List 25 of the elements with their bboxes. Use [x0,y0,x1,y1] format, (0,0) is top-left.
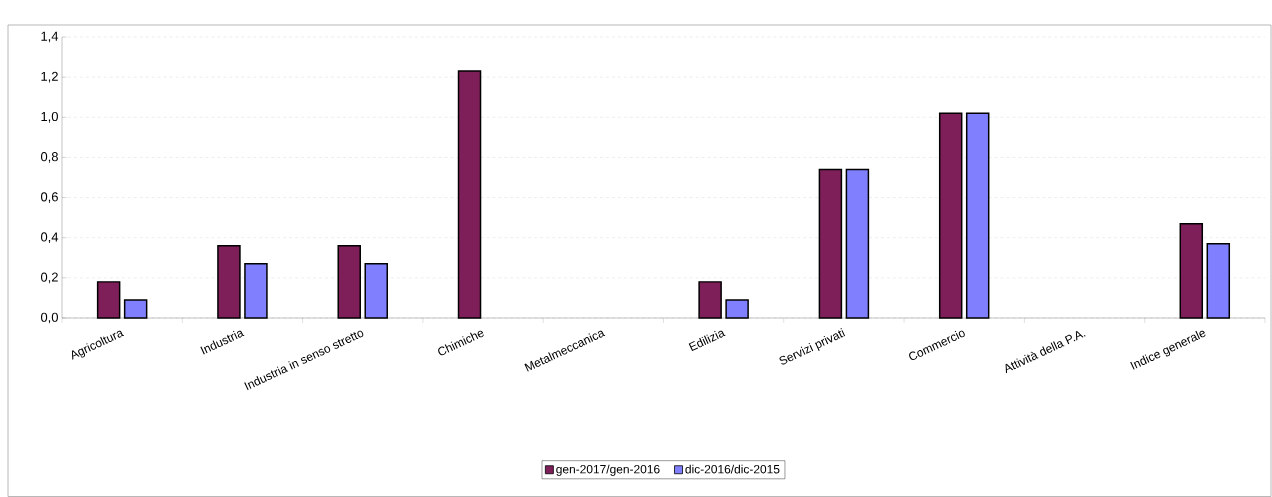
bar [244,263,268,319]
y-tick-label: 0,6 [40,192,58,203]
y-tick-label: 1,4 [41,31,59,43]
bar [965,112,990,319]
y-tick-label: 1,2 [41,71,58,83]
bar [845,168,870,319]
legend-label: dic-2016/dic-2015 [685,464,780,474]
bar [1206,242,1231,319]
bar [698,281,722,319]
bar [818,168,843,319]
bar [725,299,749,319]
y-tick-label: 0,2 [40,272,58,284]
y-tick-label: 0,8 [40,152,58,163]
legend-label: gen-2017/gen-2016 [556,464,660,476]
bar [1179,222,1204,319]
y-tick-label: 0,0 [40,312,58,324]
bar [96,281,121,319]
y-tick-label: 0,4 [40,232,59,244]
bar [457,70,482,319]
bar [337,244,361,319]
y-tick-label: 1,0 [41,111,58,123]
bar [938,112,963,319]
bar [123,299,148,319]
bar [364,263,388,319]
bar [217,244,241,319]
